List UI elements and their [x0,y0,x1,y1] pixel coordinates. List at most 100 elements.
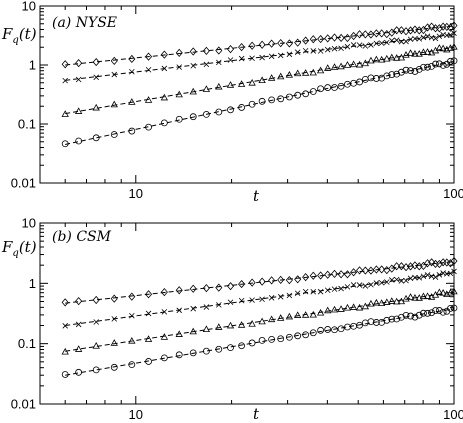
data-point [317,34,325,44]
panel-label-csm: (b) CSM [52,229,112,245]
data-point [277,72,285,80]
data-point [309,68,317,76]
data-point [285,71,294,78]
data-point [428,62,435,70]
data-point [343,61,352,68]
data-point [403,38,409,45]
data-point [331,326,338,334]
y-tick-label: 0.01 [11,397,36,412]
data-point [372,319,380,326]
y-tick-label: 1 [29,58,36,73]
data-point [343,303,352,311]
data-point [110,363,118,371]
data-point [356,78,363,86]
data-point [285,93,293,101]
data-point [75,368,83,376]
data-point [372,55,381,63]
data-point [407,275,414,282]
data-point [175,48,183,58]
data-point [402,311,410,319]
data-point [398,278,405,284]
data-point [362,43,369,49]
data-point [361,302,370,310]
data-point [372,265,380,274]
data-point [337,33,345,43]
data-point [145,310,152,317]
data-point [110,131,118,138]
data-point [226,282,235,291]
data-point [259,296,265,303]
data-point [316,308,325,316]
data-point [436,272,443,278]
data-point [362,283,369,289]
data-point [128,127,136,135]
data-point [406,49,415,56]
data-point [419,48,428,55]
data-point [160,354,168,362]
data-point [111,316,118,322]
series-x [62,268,457,329]
data-point [215,108,223,116]
data-point [268,295,275,301]
data-point [248,278,256,287]
data-point [160,288,168,297]
data-point [402,294,410,302]
data-point [411,25,419,34]
data-point [144,96,153,103]
data-point [301,69,310,76]
data-point [302,36,310,45]
data-point [331,45,338,52]
data-point [215,82,223,90]
series-x [62,30,457,84]
data-point [293,311,302,318]
x-tick-label: 10 [129,407,143,422]
x-tick-label: 10 [129,186,143,201]
data-point [389,37,395,44]
data-point [393,37,400,43]
data-point [372,75,380,82]
data-point [383,29,391,39]
data-point [160,333,169,340]
data-point [393,276,400,283]
series-circle [61,304,458,378]
data-point [361,266,369,275]
data-point [294,91,302,99]
data-point [450,287,458,295]
plot-frame [39,5,455,184]
data-point [286,292,293,299]
data-point [372,298,381,306]
data-point [145,66,152,73]
data-point [259,54,265,61]
data-point [397,26,405,35]
y-tick-label: 1 [29,276,36,291]
data-point [268,53,275,60]
data-point [285,276,293,285]
plot-frame [39,222,455,405]
data-point [294,290,301,297]
data-point [423,48,432,55]
data-point [343,270,351,279]
data-point [277,314,285,321]
data-point [331,84,338,91]
data-point [324,326,332,333]
data-point [176,307,183,314]
data-point [419,261,427,270]
data-point [175,90,183,98]
data-point [415,66,423,73]
data-point [324,270,332,279]
data-point [110,56,118,65]
data-point [317,326,325,334]
data-point [238,279,246,289]
data-point [350,31,358,41]
data-point [190,305,197,312]
data-point [129,312,135,319]
data-point [61,110,69,117]
y-tick-label: 0.01 [11,176,36,191]
data-point [93,74,99,81]
x-axis-label-nyse: t [253,187,260,205]
data-point [383,316,391,324]
data-point [216,302,222,308]
data-point [249,297,255,303]
data-point [248,320,256,327]
data-point [161,309,168,315]
